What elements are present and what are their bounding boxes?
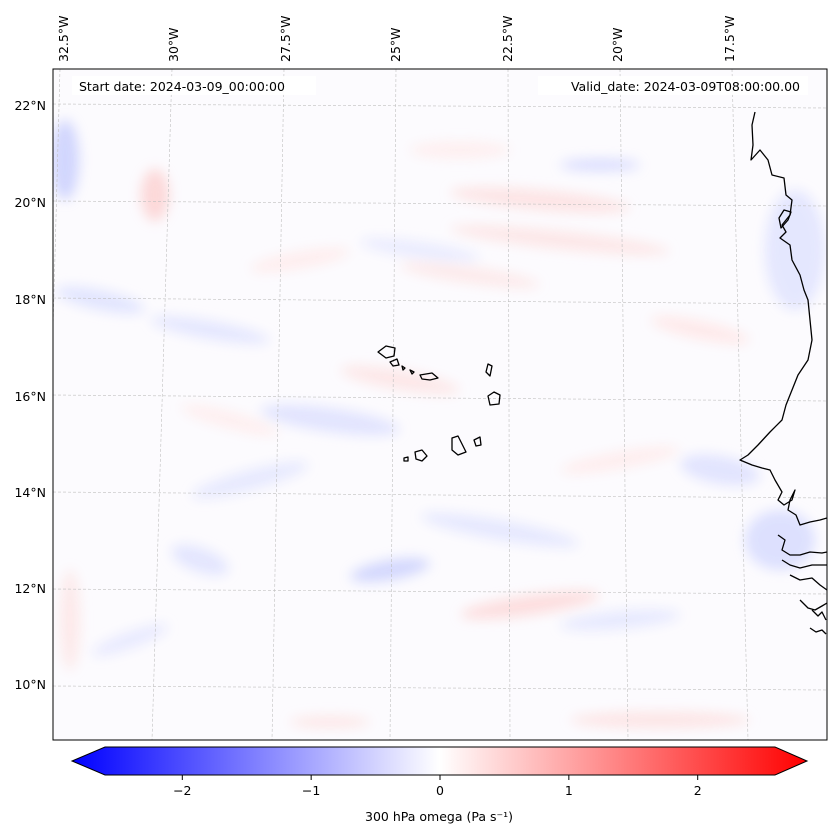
valid-date-text: Valid_date: 2024-03-09T08:00:00.00	[571, 79, 800, 94]
map-frame	[52, 68, 828, 741]
island-raso	[409, 369, 415, 375]
island-sao-vicente	[389, 358, 400, 367]
lon-label: 22.5°W	[500, 16, 515, 62]
colorbar-tick-label: −1	[302, 783, 320, 798]
graticule	[53, 69, 827, 740]
colorbar-tick-label: 1	[565, 783, 573, 798]
omega-field	[53, 120, 825, 728]
island-maio	[473, 436, 482, 447]
lat-label: 10°N	[14, 677, 46, 692]
longitude-labels: 32.5°W 30°W 27.5°W 25°W 22.5°W 20°W 17.5…	[56, 16, 737, 62]
colorbar: −2 −1 0 1 2 300 hPa omega (Pa s⁻¹)	[70, 746, 809, 824]
lat-label: 14°N	[14, 485, 46, 500]
valid-date-box: Valid_date: 2024-03-09T08:00:00.00	[538, 76, 808, 95]
colorbar-tick-label: 0	[436, 783, 444, 798]
map-background	[53, 69, 827, 740]
island-fogo	[414, 449, 428, 462]
island-sao-nicolau	[419, 372, 439, 381]
colorbar-bar	[70, 746, 809, 776]
latitude-labels: 22°N 20°N 18°N 16°N 14°N 12°N 10°N	[14, 98, 46, 692]
start-date-box: Start date: 2024-03-09_00:00:00	[72, 76, 316, 95]
cape-verde-islands	[377, 345, 501, 462]
lon-label: 17.5°W	[722, 16, 737, 62]
island-santo-antao	[377, 345, 396, 359]
lat-label: 16°N	[14, 389, 46, 404]
lon-label: 32.5°W	[56, 16, 71, 62]
colorbar-tick-label: 2	[694, 783, 702, 798]
island-boa-vista	[487, 391, 501, 406]
start-date-text: Start date: 2024-03-09_00:00:00	[79, 79, 285, 94]
lat-label: 22°N	[14, 98, 46, 113]
lon-label: 30°W	[166, 27, 181, 62]
lon-label: 25°W	[388, 27, 403, 62]
lon-label: 27.5°W	[278, 16, 293, 62]
island-sal	[485, 363, 493, 377]
colorbar-tick-label: −2	[173, 783, 191, 798]
map-panel: Start date: 2024-03-09_00:00:00 Valid_da…	[52, 68, 828, 741]
lon-label: 20°W	[610, 27, 625, 62]
lat-label: 18°N	[14, 292, 46, 307]
island-santiago	[451, 435, 467, 456]
island-santa-luzia	[401, 365, 406, 371]
lat-label: 12°N	[14, 581, 46, 596]
colorbar-label: 300 hPa omega (Pa s⁻¹)	[365, 809, 513, 824]
island-brava	[403, 456, 409, 462]
lat-label: 20°N	[14, 195, 46, 210]
coastline	[739, 111, 827, 635]
colorbar-ticks: −2 −1 0 1 2	[173, 775, 702, 798]
